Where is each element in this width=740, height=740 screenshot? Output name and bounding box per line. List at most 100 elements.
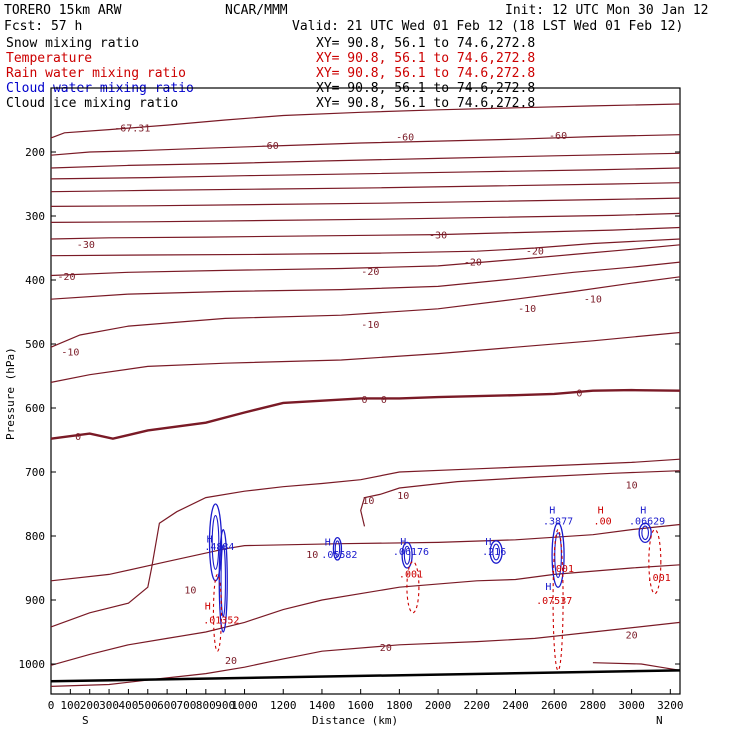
x-tick-label: 500 (138, 699, 158, 712)
x-tick-label: 1600 (347, 699, 374, 712)
isotherm-line (50, 276, 681, 348)
x-tick-label: 2000 (425, 699, 452, 712)
y-tick-label: 600 (25, 402, 45, 415)
legend-rain-xy: XY= 90.8, 56.1 to 74.6,272.8 (316, 66, 535, 81)
contour-label: .216 (482, 547, 506, 558)
x-tick-label: 3200 (657, 699, 684, 712)
contour-label: -60 (549, 131, 567, 142)
y-tick-label: 1000 (19, 658, 46, 671)
x-tick-label: 3000 (618, 699, 645, 712)
contour-label: -67.31 (114, 124, 150, 135)
contour-label: -20 (464, 257, 482, 268)
x-axis-label: Distance (km) (312, 714, 398, 727)
contour-label: .4884 (204, 542, 234, 553)
contour-label: 20 (626, 630, 638, 641)
contour-label: -10 (518, 304, 536, 315)
rain-water-contour (552, 529, 564, 671)
isotherm-line (50, 564, 681, 666)
contour-label: .06629 (629, 516, 665, 527)
x-tick-label: 2600 (541, 699, 568, 712)
ground-surface-line (50, 669, 681, 683)
south-endpoint: S (82, 714, 89, 727)
valid-time: Valid: 21 UTC Wed 01 Feb 12 (18 LST Wed … (292, 19, 683, 34)
legend-cloud-ice-xy: XY= 90.8, 56.1 to 74.6,272.8 (316, 96, 535, 111)
contour-label: .06176 (393, 547, 429, 558)
y-tick-label: 900 (25, 594, 45, 607)
contour-label: H (640, 506, 646, 517)
contour-label: 10 (184, 586, 196, 597)
y-tick-label: 400 (25, 274, 45, 287)
x-tick-label: 700 (177, 699, 197, 712)
x-tick-label: 0 (48, 699, 55, 712)
isotherm-line (50, 458, 681, 628)
contour-label: .3877 (543, 516, 573, 527)
model-title: TORERO 15km ARW (4, 3, 122, 18)
x-tick-label: 400 (118, 699, 138, 712)
contour-label: H (549, 506, 555, 517)
isotherm-line (50, 103, 681, 139)
cloud-water-contour-inner (641, 525, 650, 541)
isotherm-line (50, 197, 681, 207)
cloud-water-contour-inner (492, 543, 500, 561)
isotherm-line (360, 470, 681, 527)
ground-layer (50, 669, 681, 683)
rain-water-layer (212, 529, 662, 671)
cloud-water-contour (401, 541, 413, 569)
cloud-water-contour-inner (554, 532, 562, 579)
legend: Snow mixing ratio XY= 90.8, 56.1 to 74.6… (6, 36, 535, 111)
north-endpoint: N (656, 714, 663, 727)
isotherm-line (50, 212, 681, 223)
contour-label: .001 (399, 570, 423, 581)
isotherm-line (592, 662, 681, 671)
contour-label: 0 (75, 432, 81, 443)
cloud-water-contour (551, 522, 565, 588)
contour-label: 20 (380, 643, 392, 654)
contour-label: -20 (361, 267, 379, 278)
y-tick-label: 300 (25, 210, 45, 223)
contour-label: 10 (397, 491, 409, 502)
cloud-water-contour (332, 536, 343, 561)
contour-label: 20 (225, 656, 237, 667)
legend-rain-label: Rain water mixing ratio (6, 66, 186, 81)
contour-label: -30 (77, 240, 95, 251)
cloud-water-layer (208, 503, 652, 633)
contour-label: 0 (576, 388, 582, 399)
x-tick-label: 2400 (502, 699, 529, 712)
isotherm-line (50, 167, 681, 180)
isotherm-line (50, 238, 681, 257)
x-tick-label: 800 (196, 699, 216, 712)
isotherm-line (50, 331, 681, 383)
y-tick-label: 800 (25, 530, 45, 543)
cloud-water-contour-inner (211, 514, 220, 570)
init-time: Init: 12 UTC Mon 30 Jan 12 (505, 3, 709, 18)
rain-water-contour (406, 561, 420, 614)
contour-label: -10 (61, 348, 79, 359)
cloud-water-contour-inner (334, 540, 341, 558)
isotherm-line (50, 152, 681, 169)
cloud-water-contour (218, 528, 228, 633)
forecast-hour: Fcst: 57 h (4, 19, 82, 34)
x-tick-label: 300 (99, 699, 119, 712)
contour-label: -60 (261, 141, 279, 152)
legend-cloud-ice-label: Cloud ice mixing ratio (6, 96, 178, 111)
contour-label: H (485, 537, 491, 548)
contour-label: -10 (584, 294, 602, 305)
contour-label: -60 (396, 132, 414, 143)
contour-label: -10 (361, 320, 379, 331)
cloud-water-contour-inner (220, 544, 226, 618)
contour-label: 10 (306, 550, 318, 561)
isotherm-line (50, 261, 681, 300)
y-tick-label: 700 (25, 466, 45, 479)
y-tick-label: 200 (25, 146, 45, 159)
legend-temperature-xy: XY= 90.8, 56.1 to 74.6,272.8 (316, 51, 535, 66)
y-tick-label: 500 (25, 338, 45, 351)
isotherm-line (50, 134, 681, 156)
contour-label: -20 (526, 246, 544, 257)
contour-label: H (205, 602, 211, 613)
x-tick-label: 200 (80, 699, 100, 712)
cloud-water-contour (638, 522, 652, 544)
isotherm-line (50, 244, 681, 277)
x-tick-label: 1400 (309, 699, 336, 712)
contour-label: -30 (429, 230, 447, 241)
